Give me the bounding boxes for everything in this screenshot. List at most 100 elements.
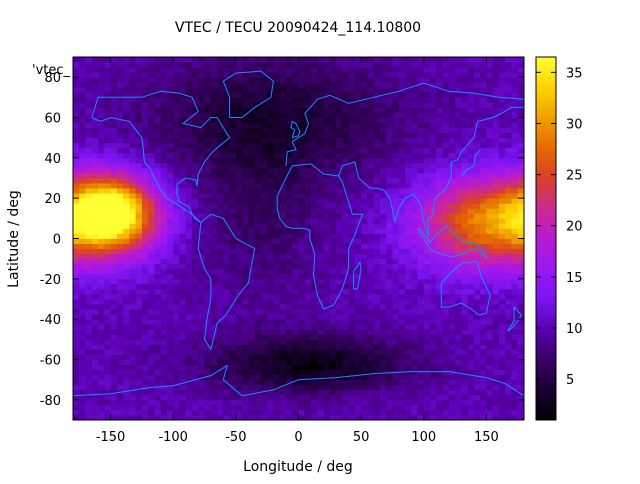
heatmap-cell	[298, 399, 306, 406]
heatmap-cell	[486, 67, 494, 73]
heatmap-cell	[505, 324, 512, 330]
heatmap-cell	[254, 384, 262, 391]
heatmap-cell	[267, 92, 274, 98]
heatmap-cell	[217, 107, 224, 113]
heatmap-cell	[348, 193, 356, 199]
heatmap-cell	[123, 354, 130, 360]
heatmap-cell	[367, 283, 375, 290]
heatmap-cell	[486, 102, 494, 108]
heatmap-cell	[317, 142, 324, 149]
heatmap-cell	[411, 329, 418, 335]
heatmap-cell	[455, 243, 462, 249]
heatmap-cell	[386, 394, 393, 401]
heatmap-cell	[304, 329, 312, 335]
heatmap-cell	[267, 314, 274, 320]
heatmap-cell	[461, 334, 469, 340]
heatmap-cell	[123, 374, 130, 381]
heatmap-cell	[129, 157, 137, 164]
heatmap-cell	[348, 228, 356, 234]
heatmap-cell	[473, 218, 481, 224]
heatmap-cell	[166, 374, 174, 381]
heatmap-cell	[386, 107, 393, 113]
heatmap-cell	[354, 167, 362, 174]
heatmap-cell	[505, 329, 512, 335]
heatmap-cell	[404, 243, 412, 249]
heatmap-cell	[254, 349, 262, 355]
heatmap-cell	[436, 167, 443, 174]
heatmap-cell	[148, 233, 155, 239]
heatmap-cell	[154, 379, 162, 386]
heatmap-cell	[185, 349, 193, 355]
heatmap-cell	[411, 213, 418, 219]
heatmap-cell	[73, 238, 80, 244]
heatmap-cell	[154, 288, 162, 295]
heatmap-cell	[448, 218, 456, 224]
heatmap-cell	[260, 67, 268, 73]
heatmap-cell	[242, 62, 249, 68]
heatmap-cell	[473, 208, 481, 214]
heatmap-cell	[148, 374, 155, 381]
heatmap-cell	[141, 167, 149, 174]
heatmap-cell	[104, 354, 111, 360]
heatmap-cell	[430, 223, 437, 229]
heatmap-cell	[342, 344, 350, 350]
heatmap-cell	[260, 283, 268, 290]
heatmap-cell	[267, 238, 274, 244]
heatmap-cell	[430, 354, 437, 360]
heatmap-cell	[148, 57, 155, 63]
heatmap-cell	[154, 283, 162, 290]
heatmap-cell	[210, 102, 218, 108]
heatmap-cell	[192, 369, 199, 376]
heatmap-cell	[135, 309, 143, 315]
heatmap-cell	[260, 359, 268, 365]
heatmap-cell	[430, 414, 437, 421]
heatmap-cell	[79, 62, 86, 68]
heatmap-cell	[210, 228, 218, 234]
heatmap-cell	[141, 172, 149, 179]
heatmap-cell	[329, 67, 337, 73]
heatmap-cell	[498, 384, 506, 391]
heatmap-cell	[411, 97, 418, 103]
heatmap-cell	[73, 162, 80, 169]
heatmap-cell	[98, 369, 105, 376]
heatmap-cell	[179, 92, 187, 98]
heatmap-cell	[104, 384, 111, 391]
heatmap-cell	[248, 389, 256, 396]
heatmap-cell	[467, 399, 475, 406]
heatmap-cell	[417, 223, 425, 229]
heatmap-cell	[85, 137, 93, 144]
heatmap-cell	[160, 193, 168, 199]
heatmap-cell	[179, 273, 187, 280]
heatmap-cell	[492, 288, 500, 295]
heatmap-cell	[323, 152, 331, 159]
heatmap-cell	[336, 208, 343, 214]
heatmap-cell	[104, 309, 111, 315]
heatmap-cell	[185, 218, 193, 224]
heatmap-cell	[210, 364, 218, 370]
heatmap-cell	[91, 208, 99, 214]
heatmap-cell	[304, 339, 312, 345]
heatmap-cell	[185, 97, 193, 103]
heatmap-cell	[110, 82, 118, 88]
heatmap-cell	[141, 117, 149, 123]
heatmap-cell	[392, 339, 400, 345]
heatmap-cell	[129, 329, 137, 335]
heatmap-cell	[379, 334, 387, 340]
heatmap-cell	[492, 132, 500, 139]
heatmap-cell	[85, 72, 93, 78]
heatmap-cell	[386, 142, 393, 149]
heatmap-cell	[141, 243, 149, 249]
heatmap-cell	[79, 379, 86, 386]
heatmap-cell	[348, 82, 356, 88]
heatmap-cell	[267, 203, 274, 209]
heatmap-cell	[148, 183, 155, 189]
heatmap-cell	[273, 243, 281, 249]
heatmap-cell	[411, 152, 418, 159]
heatmap-cell	[448, 293, 456, 300]
heatmap-cell	[311, 132, 318, 139]
heatmap-cell	[448, 107, 456, 113]
heatmap-cell	[311, 314, 318, 320]
heatmap-cell	[442, 107, 450, 113]
heatmap-cell	[292, 369, 299, 376]
heatmap-cell	[317, 314, 324, 320]
